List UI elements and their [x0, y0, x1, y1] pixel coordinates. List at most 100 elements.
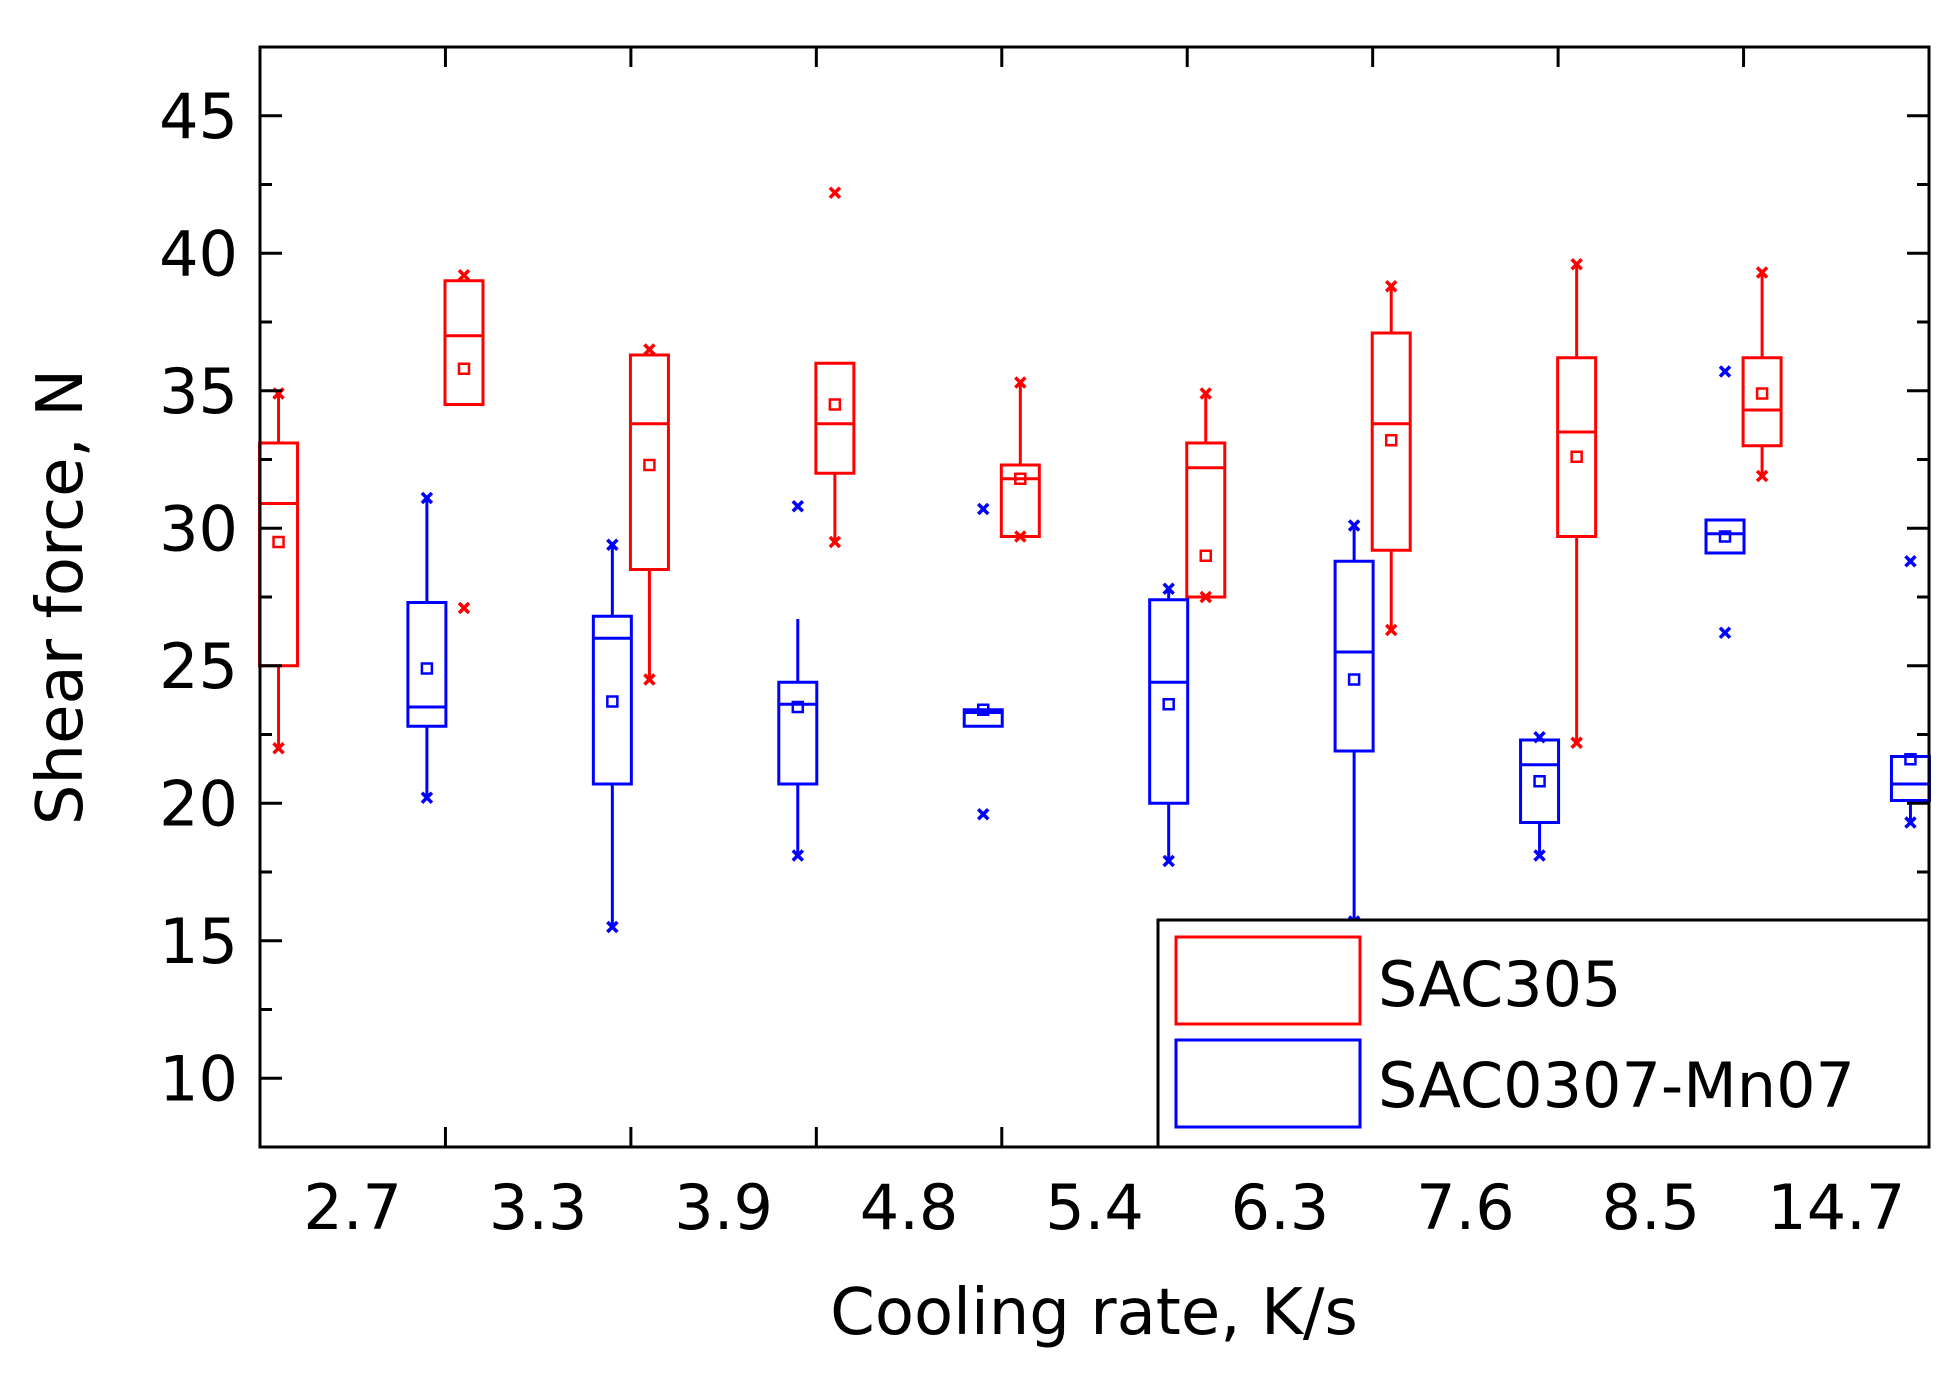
- box-sac305-5.4: [999, 376, 1041, 543]
- iqr-box: [443, 279, 485, 406]
- mean-marker: [1347, 673, 1361, 686]
- y-tick-label: 25: [159, 630, 238, 703]
- max-marker: [1718, 365, 1732, 378]
- min-marker: [643, 673, 656, 686]
- min-marker: [1199, 590, 1213, 604]
- max-marker: [1162, 582, 1175, 595]
- iqr-box: [777, 680, 819, 786]
- y-tick-label: 20: [159, 767, 238, 840]
- iqr-box: [1556, 356, 1598, 538]
- box-sac0307-mn07-3.9: [777, 500, 819, 862]
- iqr-box: [1704, 518, 1746, 555]
- legend-frame: [1156, 918, 1931, 1149]
- box-sac305-14.7: [1741, 266, 1783, 483]
- mean-marker: [1904, 753, 1917, 766]
- max-marker: [1199, 387, 1213, 400]
- box-sac305-3.9: [628, 343, 670, 686]
- min-marker: [1533, 849, 1546, 862]
- box-sac0307-mn07-5.4: [1148, 582, 1190, 868]
- plot-content: [258, 186, 1931, 934]
- min-marker: [1162, 854, 1175, 868]
- max-marker: [791, 500, 805, 513]
- iqr-box: [1519, 738, 1561, 824]
- max-marker: [828, 186, 842, 199]
- iqr-box: [258, 441, 300, 668]
- mean-marker: [420, 662, 434, 675]
- y-tick-label: 45: [159, 80, 238, 153]
- box-sac0307-mn07-8.5: [1704, 365, 1746, 639]
- iqr-box: [1741, 356, 1783, 448]
- mean-marker: [1384, 434, 1398, 447]
- y-tick-label: 15: [159, 905, 238, 978]
- iqr-box: [1148, 598, 1190, 805]
- y-axis-title: Shear force, N: [24, 369, 98, 825]
- mean-marker: [457, 362, 471, 375]
- mean-marker: [976, 703, 990, 716]
- x-tick-label: 3.3: [489, 1171, 588, 1244]
- box-sac305-2.7: [258, 387, 300, 755]
- x-tick-label: 14.7: [1767, 1171, 1905, 1244]
- mean-marker: [1570, 450, 1583, 463]
- max-marker: [1904, 555, 1917, 568]
- max-marker: [1533, 731, 1546, 744]
- box-sac0307-mn07-2.7: [406, 491, 448, 804]
- min-marker: [791, 849, 805, 862]
- x-axis: 2.7 3.3 3.9 4.8 5.4 6.3 7.6 8.5 14.7: [303, 47, 1905, 1244]
- x-tick-label: 6.3: [1231, 1171, 1330, 1244]
- box-sac0307-mn07-6.3: [1333, 519, 1375, 928]
- max-marker: [1014, 376, 1027, 389]
- x-tick-label: 3.9: [674, 1171, 773, 1244]
- max-marker: [976, 502, 990, 516]
- min-marker: [1718, 626, 1732, 639]
- box-sac0307-mn07-7.6: [1519, 731, 1561, 862]
- max-marker: [1384, 280, 1398, 293]
- x-tick-label: 4.8: [860, 1171, 959, 1244]
- max-marker: [643, 343, 656, 356]
- mean-marker: [791, 700, 805, 714]
- box-sac305-3.3: [443, 269, 485, 615]
- box-sac305-8.5: [1556, 258, 1598, 749]
- min-marker: [272, 742, 285, 755]
- y-tick-label: 30: [159, 492, 238, 565]
- iqr-box: [1333, 559, 1375, 753]
- min-marker: [1384, 623, 1398, 637]
- min-marker: [457, 601, 471, 615]
- min-marker: [1570, 736, 1583, 749]
- min-marker: [1755, 469, 1769, 483]
- mean-marker: [828, 398, 842, 411]
- legend-label-sac0307-mn07: SAC0307-Mn07: [1378, 1049, 1855, 1122]
- mean-marker: [1755, 387, 1769, 400]
- iqr-box: [1370, 331, 1412, 552]
- legend: SAC305 SAC0307-Mn07: [1156, 918, 1931, 1149]
- mean-marker: [1533, 775, 1546, 788]
- box-sac0307-mn07-4.8: [962, 502, 1004, 821]
- y-axis: 10 15 20 25 30 35 40 45: [159, 80, 1929, 1115]
- iqr-box: [962, 708, 1004, 728]
- mean-marker: [606, 695, 619, 708]
- legend-label-sac305: SAC305: [1378, 948, 1621, 1021]
- iqr-box: [628, 353, 670, 571]
- max-marker: [1755, 266, 1769, 279]
- iqr-box: [591, 614, 633, 786]
- x-axis-title: Cooling rate, K/s: [830, 1276, 1358, 1350]
- x-tick-label: 8.5: [1602, 1171, 1701, 1244]
- iqr-box: [1185, 441, 1227, 599]
- min-marker: [420, 791, 434, 804]
- x-tick-label: 7.6: [1416, 1171, 1515, 1244]
- iqr-box: [999, 463, 1041, 538]
- x-tick-label: 5.4: [1045, 1171, 1144, 1244]
- mean-marker: [1718, 530, 1732, 543]
- max-marker: [606, 538, 619, 551]
- box-sac305-4.8: [814, 186, 856, 549]
- y-tick-label: 10: [159, 1042, 238, 1115]
- box-sac305-6.3: [1185, 387, 1227, 604]
- iqr-box: [406, 601, 448, 728]
- min-marker: [828, 535, 842, 549]
- iqr-box: [814, 361, 856, 475]
- min-marker: [1014, 530, 1027, 543]
- mean-marker: [272, 535, 285, 549]
- min-marker: [606, 920, 619, 934]
- min-marker: [1904, 816, 1917, 829]
- max-marker: [1347, 519, 1361, 532]
